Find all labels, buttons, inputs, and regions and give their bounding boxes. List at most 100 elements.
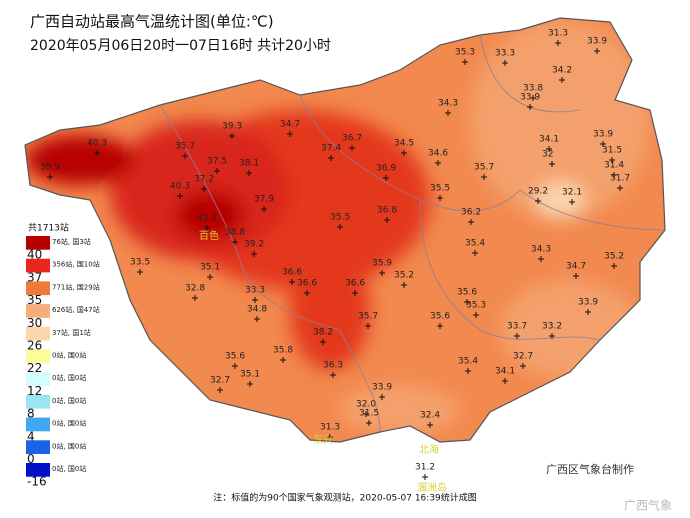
station-value: 31.7 [610, 174, 630, 184]
station-value: 31.3 [320, 423, 340, 433]
station-value: 33.9 [578, 298, 598, 308]
legend-break: -16 [27, 475, 47, 489]
station-value: 37.9 [254, 195, 274, 205]
station-marker [468, 219, 474, 225]
city-name: 涠洲岛 [417, 481, 447, 494]
station-marker [514, 333, 520, 339]
station-value: 38.2 [313, 328, 333, 338]
station-value: 35.2 [604, 252, 624, 262]
station-value: 35.5 [330, 213, 350, 223]
station-marker [379, 394, 385, 400]
station-marker [473, 312, 479, 318]
station-marker [94, 150, 100, 156]
legend-count: 771站, 国29站 [52, 282, 100, 291]
station-marker [465, 368, 471, 374]
station-marker [379, 270, 385, 276]
station-value: 29.2 [528, 187, 548, 197]
station-value: 35.4 [458, 357, 478, 367]
title: 广西自动站最高气温统计图(单位:℃) [30, 13, 274, 31]
station-value: 36.9 [376, 164, 396, 174]
station-value: 38.1 [239, 159, 259, 169]
station-value: 34.1 [495, 367, 515, 377]
station-value: 35.7 [474, 163, 494, 173]
station-value: 32.8 [185, 284, 205, 294]
station-value: 35.4 [465, 239, 485, 249]
station-value: 31.5 [359, 409, 379, 419]
station-marker [559, 77, 565, 83]
station-value: 39.2 [244, 240, 264, 250]
legend-count: 0站, 国0站 [52, 396, 86, 405]
station-value: 34.3 [531, 245, 551, 255]
legend-swatch [26, 326, 50, 341]
legend-swatch [26, 349, 50, 364]
station-marker [229, 133, 235, 139]
station-marker [435, 160, 441, 166]
legend-swatch [26, 372, 50, 386]
credit: 广西区气象台制作 [546, 462, 634, 476]
station-value: 35.1 [200, 263, 220, 273]
legend-break: 22 [27, 361, 42, 375]
legend-swatch [26, 236, 50, 250]
station-value: 35.5 [430, 184, 450, 194]
station-value: 34.7 [566, 262, 586, 272]
station-value: 36.2 [461, 208, 481, 218]
station-marker [214, 168, 220, 174]
station-value: 35.2 [394, 271, 414, 281]
legend-break: 30 [27, 316, 42, 330]
station-marker [287, 131, 293, 137]
legend-break: 0 [27, 452, 35, 466]
station-marker [280, 357, 286, 363]
station-marker [594, 48, 600, 54]
legend-swatch [26, 417, 50, 432]
station-marker [527, 104, 533, 110]
station-value: 40.3 [87, 139, 107, 149]
station-marker [555, 40, 561, 46]
station-value: 33.9 [593, 130, 613, 140]
station-marker [327, 434, 333, 440]
station-marker [251, 251, 257, 257]
station-marker [177, 193, 183, 199]
station-marker [383, 175, 389, 181]
station-marker [207, 274, 213, 280]
station-value: 33.3 [245, 286, 265, 296]
legend-break: 12 [27, 384, 42, 398]
legend-total: 共1713站 [28, 222, 69, 234]
station-value: 32.7 [210, 376, 230, 386]
legend-break: 37 [27, 270, 42, 284]
station-marker [585, 309, 591, 315]
legend-count: 626站, 国47站 [52, 305, 100, 314]
station-marker [47, 174, 53, 180]
station-marker [549, 333, 555, 339]
station-marker [217, 387, 223, 393]
station-value: 32.4 [420, 411, 440, 421]
station-marker [617, 185, 623, 191]
subtitle: 2020年05月06日20时一07日16时 共计20小时 [30, 38, 331, 54]
station-value: 33.9 [372, 383, 392, 393]
station-value: 34.5 [394, 139, 414, 149]
station-marker [569, 199, 575, 205]
station-value: 32.1 [562, 188, 582, 198]
station-value: 38.8 [225, 228, 245, 238]
city-name: 东兴 [313, 433, 333, 446]
watermark: 广西气象 [624, 498, 672, 513]
station-marker [600, 141, 606, 147]
station-marker [437, 323, 443, 329]
station-marker [401, 150, 407, 156]
station-marker [192, 295, 198, 301]
legend-break: 26 [27, 339, 42, 353]
station-marker [366, 420, 372, 426]
legend-count: 76站, 国3站 [52, 237, 91, 246]
legend-swatch [26, 258, 50, 273]
station-marker [320, 339, 326, 345]
station-value: 39.3 [222, 122, 242, 132]
city-name: 北海 [419, 443, 439, 456]
station-marker [304, 290, 310, 296]
stations: 39.9 40.3 35.7 37.5 39.3 34.7 38.1 37.2 40.3 37.9… [40, 29, 630, 495]
station-value: 35.1 [240, 370, 260, 380]
legend-swatch [26, 304, 50, 318]
station-value: 36.6 [297, 279, 317, 289]
legend-swatch [26, 463, 50, 477]
station-marker [137, 269, 143, 275]
